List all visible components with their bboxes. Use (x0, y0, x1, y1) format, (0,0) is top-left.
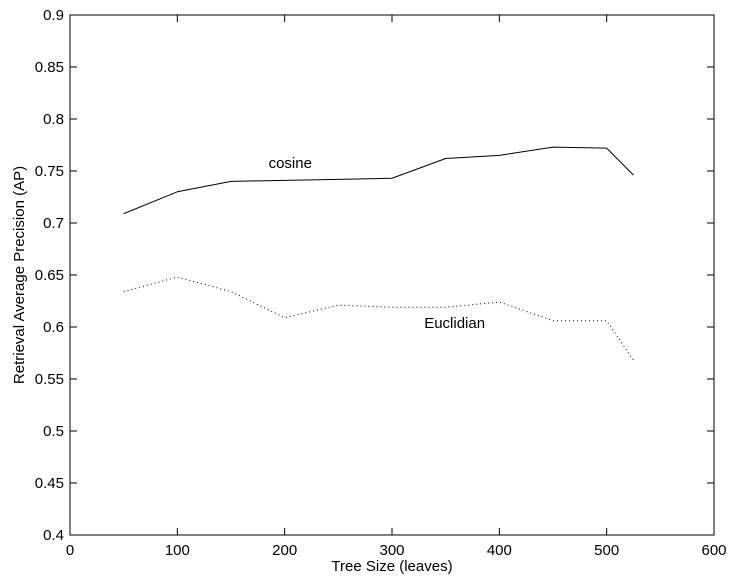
y-tick-label: 0.8 (43, 111, 64, 128)
euclidian-series-line (123, 276, 634, 361)
x-tick-label: 200 (272, 542, 297, 559)
y-tick-label: 0.9 (43, 7, 64, 24)
y-tick-label: 0.5 (43, 423, 64, 440)
x-tick-label: 300 (379, 542, 404, 559)
x-tick-label: 600 (701, 542, 726, 559)
plot-area-frame (69, 14, 715, 536)
y-axis-label: Retrieval Average Precision (AP) (11, 166, 28, 384)
y-tick-label: 0.85 (35, 59, 64, 76)
y-tick-label: 0.75 (35, 163, 64, 180)
y-tick-label: 0.6 (43, 319, 64, 336)
y-tick-label: 0.55 (35, 371, 64, 388)
x-tick-label: 0 (66, 542, 74, 559)
axis-tick-labels: 0 100 200 300 400 500 600 0.4 0.45 0.5 0.55 0.6 0.65… (35, 7, 727, 559)
cosine-series-label: cosine (269, 155, 312, 172)
series-lines (123, 146, 634, 361)
x-tick-label: 500 (594, 542, 619, 559)
y-tick-label: 0.65 (35, 267, 64, 284)
x-tick-label: 100 (165, 542, 190, 559)
euclidian-series-label: Euclidian (424, 315, 485, 332)
y-tick-label: 0.45 (35, 475, 64, 492)
x-axis-label: Tree Size (leaves) (331, 558, 452, 575)
x-tick-label: 400 (487, 542, 512, 559)
series-labels: cosine Euclidian (269, 155, 486, 332)
cosine-series-line (123, 146, 634, 215)
axis-ticks (69, 14, 715, 536)
y-tick-label: 0.7 (43, 215, 64, 232)
y-tick-label: 0.4 (43, 527, 64, 544)
